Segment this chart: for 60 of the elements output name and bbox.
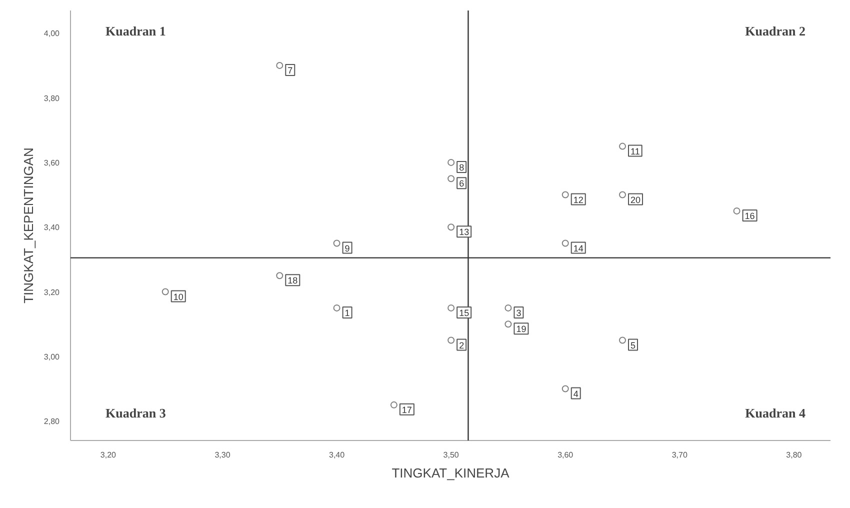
point [504, 304, 512, 312]
annotation: 15 [459, 308, 470, 318]
point [504, 320, 512, 328]
x-tick-label: 3,70 [672, 450, 688, 460]
y-tick-label: 4,00 [44, 29, 60, 38]
point [562, 385, 569, 392]
y-axis-title: TINGKAT_KEPENTINGAN [20, 148, 36, 304]
point [390, 401, 398, 408]
y-tick-label: 2,80 [44, 417, 60, 426]
y-tick-label: 3,80 [44, 94, 60, 103]
point [333, 304, 340, 312]
annotation: 20 [630, 194, 641, 205]
point [448, 224, 455, 231]
annotation: 8 [459, 162, 464, 172]
annotation: 19 [516, 324, 526, 334]
y-tick-label: 3,60 [44, 158, 60, 168]
annotation: 7 [288, 65, 293, 76]
annotation: 5 [630, 340, 636, 350]
annotation: 4 [573, 388, 578, 399]
point [562, 191, 569, 198]
x-tick-label: 3,60 [558, 450, 574, 460]
annotation: Kuadran 2 [745, 24, 806, 38]
x-tick-label: 3,80 [786, 450, 802, 460]
y-tick-label: 3,20 [44, 288, 60, 297]
point [448, 336, 455, 344]
point [619, 142, 626, 150]
point [333, 240, 340, 247]
annotation: 6 [459, 178, 464, 189]
annotation: 9 [344, 243, 350, 254]
annotation: 11 [630, 146, 640, 156]
point [619, 336, 626, 344]
annotation: 3 [516, 308, 522, 318]
point [733, 207, 740, 214]
annotation: Kuadran 4 [745, 406, 806, 420]
annotation: 10 [173, 292, 184, 302]
point [619, 191, 626, 198]
annotation: 2 [459, 340, 464, 350]
annotation: 12 [573, 194, 584, 205]
annotation: 13 [459, 227, 470, 238]
point [276, 62, 284, 69]
annotation: Kuadran 1 [106, 24, 166, 38]
point [276, 272, 284, 280]
x-axis-title: TINGKAT_KINERJA [392, 466, 510, 480]
point [562, 240, 569, 247]
y-tick-label: 3,40 [44, 223, 60, 232]
annotation: Kuadran 3 [106, 406, 166, 420]
annotation: 1 [344, 308, 350, 318]
point [448, 175, 455, 182]
x-tick-label: 3,40 [329, 450, 346, 460]
x-tick-label: 3,30 [214, 450, 231, 460]
annotation: 16 [744, 210, 755, 221]
point [162, 288, 169, 296]
x-tick-label: 3,50 [443, 450, 460, 460]
annotation: 17 [402, 404, 412, 415]
point [448, 158, 455, 166]
x-tick-label: 3,20 [100, 450, 117, 460]
y-tick-label: 3,00 [44, 352, 60, 362]
point [448, 304, 455, 312]
annotation: 14 [573, 243, 584, 254]
annotation: 18 [288, 276, 298, 286]
